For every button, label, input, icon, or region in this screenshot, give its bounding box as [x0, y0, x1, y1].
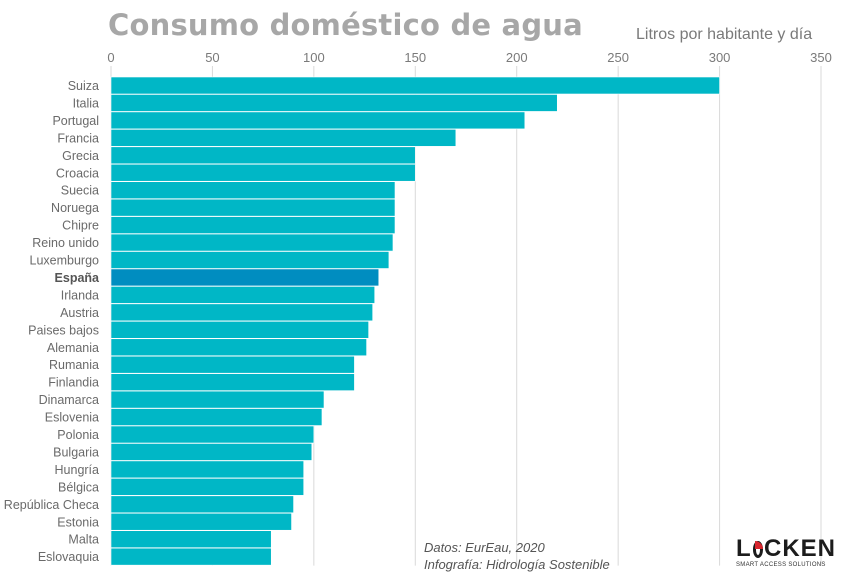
credits: Datos: EurEau, 2020 Infografía: Hidrolog…	[424, 539, 610, 573]
x-tick-label: 0	[107, 50, 114, 65]
bar	[110, 460, 305, 479]
logo-tagline: SMART ACCESS SOLUTIONS	[736, 562, 826, 568]
category-label: Malta	[68, 533, 99, 547]
bar	[110, 338, 367, 357]
category-label: España	[55, 271, 101, 285]
bar	[110, 181, 396, 199]
category-label: República Checa	[4, 498, 99, 512]
bar	[110, 425, 315, 444]
logo-lock-icon	[752, 540, 764, 558]
bar	[110, 251, 390, 269]
category-label: Portugal	[52, 114, 99, 128]
bar	[110, 163, 416, 182]
logo-letters-cken: CKEN	[763, 535, 836, 562]
category-label: Finlandia	[48, 376, 99, 390]
category-label: Suecia	[61, 184, 99, 198]
category-label: Luxemburgo	[30, 254, 100, 268]
unit-label: Litros por habitante y día	[636, 26, 813, 43]
bar	[110, 76, 720, 95]
bar	[110, 111, 526, 130]
logo-wordmark: L CKEN	[736, 536, 836, 562]
x-tick-label: 200	[506, 50, 528, 65]
category-label: Irlanda	[61, 288, 99, 302]
category-label: Alemania	[47, 341, 99, 355]
bar	[110, 373, 355, 391]
category-label: Eslovenia	[45, 411, 99, 425]
bar	[110, 216, 396, 234]
category-label: Estonia	[57, 515, 99, 529]
category-label: Austria	[60, 306, 99, 320]
locken-logo: L CKEN SMART ACCESS SOLUTIONS	[736, 536, 836, 569]
category-label: Eslovaquia	[38, 550, 99, 564]
category-label: Croacia	[56, 166, 99, 180]
category-label: Hungría	[55, 463, 100, 477]
x-axis-ticks: 0 50 100 150 200 250 300 350	[107, 50, 831, 65]
x-tick-label: 50	[205, 50, 219, 65]
data-source: Datos: EurEau, 2020	[424, 540, 545, 555]
bar-highlighted	[110, 268, 380, 287]
bar	[110, 547, 272, 566]
x-tick-label: 150	[404, 50, 426, 65]
bar	[110, 355, 355, 374]
category-label: Suiza	[68, 79, 99, 93]
category-label: Dinamarca	[39, 393, 99, 407]
infographic-credit: Infografía: Hidrología Sostenible	[424, 557, 610, 572]
category-label: Bulgaria	[53, 445, 99, 459]
bar	[110, 286, 376, 304]
bar	[110, 303, 373, 322]
x-tick-label: 100	[303, 50, 325, 65]
category-label: Rumania	[49, 358, 99, 372]
bar	[110, 320, 369, 339]
bar	[110, 390, 325, 409]
bar	[110, 408, 323, 426]
x-tick-label: 250	[607, 50, 629, 65]
category-label: Grecia	[62, 149, 99, 163]
bar	[110, 198, 396, 217]
x-tick-label: 350	[810, 50, 832, 65]
bar	[110, 512, 292, 531]
category-labels: Suiza Italia Portugal Francia Grecia Croacia S…	[4, 79, 100, 564]
bar	[110, 94, 558, 112]
bar	[110, 495, 294, 514]
category-label: Paises bajos	[28, 323, 99, 337]
bar	[110, 233, 394, 252]
bar	[110, 478, 305, 496]
category-label: Noruega	[51, 201, 99, 215]
category-label: Chipre	[62, 219, 99, 233]
bars	[110, 76, 720, 566]
bar	[110, 146, 416, 165]
logo-letter-l: L	[736, 535, 752, 562]
category-label: Polonia	[57, 428, 99, 442]
category-label: Italia	[73, 96, 99, 110]
bar	[110, 443, 313, 461]
x-tick-label: 300	[709, 50, 731, 65]
bar	[110, 530, 272, 549]
category-label: Reino unido	[32, 236, 99, 250]
category-label: Bélgica	[58, 480, 99, 494]
category-label: Francia	[57, 131, 99, 145]
bar	[110, 129, 457, 147]
chart-title: Consumo doméstico de agua	[108, 8, 583, 42]
